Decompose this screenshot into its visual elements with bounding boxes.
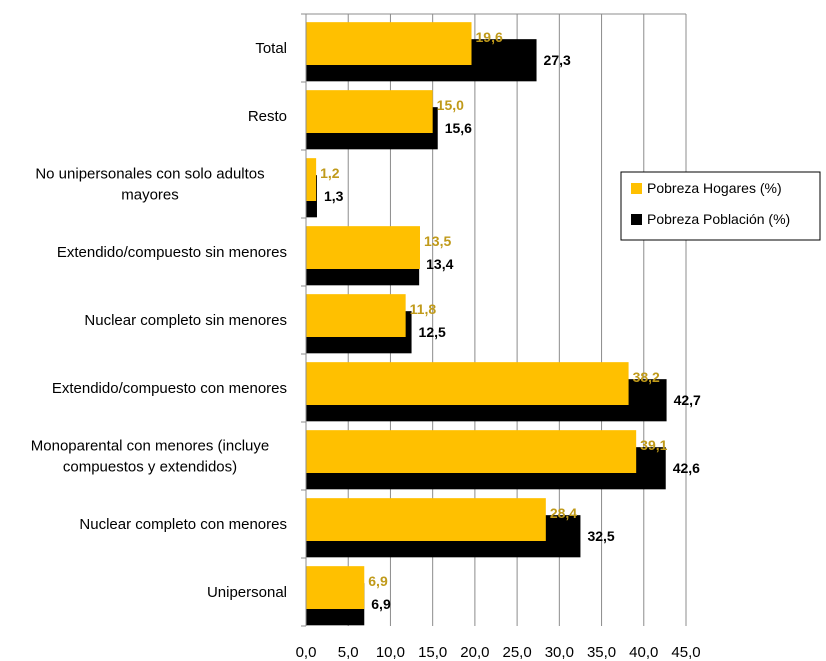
x-tick-label: 5,0 <box>338 644 359 661</box>
data-label-poblacion: 6,9 <box>371 596 391 612</box>
data-label-hogares: 28,4 <box>550 505 577 521</box>
bar-hogares <box>306 226 420 269</box>
bar-hogares <box>306 294 406 337</box>
data-label-poblacion: 13,4 <box>426 256 453 272</box>
bar-hogares <box>306 566 365 609</box>
x-tick-label: 35,0 <box>587 644 616 661</box>
category-labels: Total Resto No unipersonales con solo adul… <box>31 40 287 601</box>
data-label-hogares: 6,9 <box>368 573 388 589</box>
category-label: Nuclear completo con menores <box>79 516 287 533</box>
legend-swatch-poblacion <box>631 214 642 225</box>
category-label-line: Total <box>255 40 287 57</box>
category-label: Unipersonal <box>207 584 287 601</box>
tick-labels: 0,0 5,0 10,0 15,0 20,0 25,0 30,0 35,0 40,0 45,0 <box>296 644 701 661</box>
category-label: Extendido/compuesto sin menores <box>57 244 287 261</box>
x-tick-label: 0,0 <box>296 644 317 661</box>
category-label-line: Unipersonal <box>207 584 287 601</box>
bar-hogares <box>306 22 472 65</box>
bar-hogares <box>306 430 637 473</box>
category-label: Total <box>255 40 287 57</box>
category-label: Extendido/compuesto con menores <box>52 380 287 397</box>
legend-label-poblacion: Pobreza Población (%) <box>647 211 790 227</box>
data-labels: 19,6 27,3 15,0 15,6 1,2 1,3 13,5 13,4 11,8 12,5 38… <box>320 29 701 612</box>
data-label-poblacion: 15,6 <box>445 120 472 136</box>
category-label: Monoparental con menores (incluye compues… <box>31 438 269 476</box>
data-label-poblacion: 27,3 <box>544 52 571 68</box>
category-label: No unipersonales con solo adultos mayores <box>35 166 264 204</box>
category-label: Nuclear completo sin menores <box>84 312 287 329</box>
x-tick-label: 30,0 <box>545 644 574 661</box>
category-label-line: Monoparental con menores (incluye <box>31 438 269 455</box>
data-label-hogares: 38,2 <box>633 369 660 385</box>
category-label-line: Extendido/compuesto sin menores <box>57 244 287 261</box>
data-label-poblacion: 1,3 <box>324 188 344 204</box>
data-label-hogares: 11,8 <box>410 301 437 317</box>
legend-swatch-hogares <box>631 183 642 194</box>
category-label-line: Nuclear completo con menores <box>79 516 287 533</box>
data-label-poblacion: 12,5 <box>419 324 446 340</box>
category-label-line: Nuclear completo sin menores <box>84 312 287 329</box>
data-label-hogares: 15,0 <box>437 97 464 113</box>
data-label-poblacion: 42,7 <box>674 392 701 408</box>
legend-label-hogares: Pobreza Hogares (%) <box>647 180 782 196</box>
bar-hogares <box>306 362 629 405</box>
x-tick-label: 40,0 <box>629 644 658 661</box>
bar-hogares <box>306 158 317 201</box>
category-label: Resto <box>248 108 287 125</box>
data-label-hogares: 39,1 <box>640 437 667 453</box>
x-tick-label: 15,0 <box>418 644 447 661</box>
bar-hogares <box>306 90 433 133</box>
data-label-hogares: 1,2 <box>320 165 340 181</box>
data-label-poblacion: 42,6 <box>673 460 700 476</box>
category-label-line: Resto <box>248 108 287 125</box>
category-label-line: mayores <box>121 187 179 204</box>
x-tick-label: 20,0 <box>460 644 489 661</box>
category-label-line: No unipersonales con solo adultos <box>35 166 264 183</box>
data-label-poblacion: 32,5 <box>587 528 614 544</box>
category-label-line: Extendido/compuesto con menores <box>52 380 287 397</box>
bar-hogares <box>306 498 546 541</box>
bars <box>306 22 667 626</box>
legend: Pobreza Hogares (%) Pobreza Población (%… <box>620 171 821 241</box>
legend-box <box>620 171 821 241</box>
data-label-hogares: 19,6 <box>476 29 503 45</box>
data-label-hogares: 13,5 <box>424 233 451 249</box>
x-tick-label: 10,0 <box>376 644 405 661</box>
axes <box>301 13 307 627</box>
x-tick-label: 45,0 <box>671 644 700 661</box>
category-label-line: compuestos y extendidos) <box>63 459 237 476</box>
x-tick-label: 25,0 <box>503 644 532 661</box>
